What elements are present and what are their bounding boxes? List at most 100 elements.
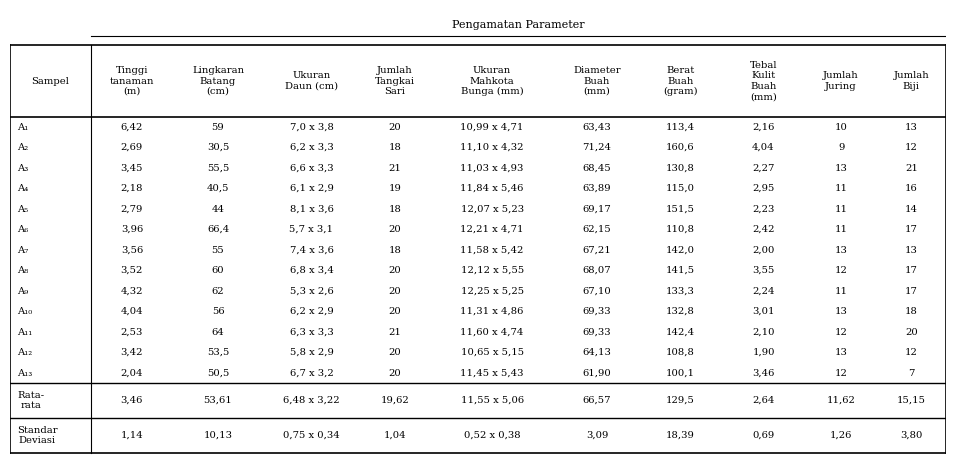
- Text: 50,5: 50,5: [206, 369, 229, 377]
- Text: Lingkaran
Batang
(cm): Lingkaran Batang (cm): [192, 66, 244, 96]
- Text: Tebal
Kulit
Buah
(mm): Tebal Kulit Buah (mm): [750, 61, 777, 101]
- Text: 3,45: 3,45: [120, 164, 143, 173]
- Text: 11: 11: [835, 205, 848, 213]
- Text: Jumlah
Biji: Jumlah Biji: [894, 72, 929, 91]
- Text: 30,5: 30,5: [206, 143, 229, 152]
- Text: 55,5: 55,5: [206, 164, 229, 173]
- Text: 12: 12: [835, 328, 848, 336]
- Text: 12,07 x 5,23: 12,07 x 5,23: [461, 205, 524, 213]
- Text: 100,1: 100,1: [665, 369, 695, 377]
- Text: 11: 11: [835, 225, 848, 234]
- Text: 2,23: 2,23: [752, 205, 774, 213]
- Text: 15,15: 15,15: [897, 396, 925, 405]
- Text: 63,43: 63,43: [582, 122, 611, 132]
- Text: 40,5: 40,5: [206, 184, 229, 193]
- Text: 1,26: 1,26: [830, 431, 852, 440]
- Text: 11,62: 11,62: [827, 396, 856, 405]
- Text: 6,48 x 3,22: 6,48 x 3,22: [283, 396, 339, 405]
- Text: 3,09: 3,09: [586, 431, 608, 440]
- Text: Ukuran
Daun (cm): Ukuran Daun (cm): [285, 72, 338, 91]
- Text: 20: 20: [388, 348, 402, 357]
- Text: 20: 20: [388, 122, 402, 132]
- Text: 2,18: 2,18: [120, 184, 143, 193]
- Text: 2,95: 2,95: [752, 184, 774, 193]
- Text: 18,39: 18,39: [665, 431, 695, 440]
- Text: A₆: A₆: [17, 225, 29, 234]
- Text: 67,21: 67,21: [582, 246, 611, 255]
- Text: 13: 13: [835, 164, 848, 173]
- Text: 13: 13: [835, 307, 848, 316]
- Text: 1,14: 1,14: [120, 431, 143, 440]
- Text: 14: 14: [904, 205, 918, 213]
- Text: Sampel: Sampel: [32, 77, 69, 85]
- Text: 20: 20: [388, 369, 402, 377]
- Text: 53,61: 53,61: [204, 396, 232, 405]
- Text: 142,4: 142,4: [665, 328, 695, 336]
- Text: 53,5: 53,5: [206, 348, 229, 357]
- Text: 2,64: 2,64: [752, 396, 774, 405]
- Text: 5,8 x 2,9: 5,8 x 2,9: [290, 348, 334, 357]
- Text: 151,5: 151,5: [665, 205, 695, 213]
- Text: 12: 12: [905, 143, 918, 152]
- Text: 10,65 x 5,15: 10,65 x 5,15: [461, 348, 524, 357]
- Text: 3,46: 3,46: [752, 369, 774, 377]
- Text: 142,0: 142,0: [665, 246, 695, 255]
- Text: 6,2 x 3,3: 6,2 x 3,3: [290, 143, 334, 152]
- Text: 12,12 x 5,55: 12,12 x 5,55: [461, 266, 524, 275]
- Text: 13: 13: [835, 246, 848, 255]
- Text: Rata-
rata: Rata- rata: [17, 391, 44, 410]
- Text: 60: 60: [211, 266, 225, 275]
- Text: 62: 62: [211, 286, 225, 296]
- Text: 12: 12: [835, 266, 848, 275]
- Text: 18: 18: [905, 307, 918, 316]
- Text: 12,21 x 4,71: 12,21 x 4,71: [461, 225, 524, 234]
- Text: 18: 18: [388, 246, 402, 255]
- Text: 11,45 x 5,43: 11,45 x 5,43: [461, 369, 524, 377]
- Text: Berat
Buah
(gram): Berat Buah (gram): [663, 66, 698, 96]
- Text: 71,24: 71,24: [582, 143, 612, 152]
- Text: 11,03 x 4,93: 11,03 x 4,93: [461, 164, 524, 173]
- Text: 13: 13: [905, 246, 918, 255]
- Text: 0,75 x 0,34: 0,75 x 0,34: [283, 431, 339, 440]
- Text: 2,79: 2,79: [120, 205, 143, 213]
- Text: 160,6: 160,6: [666, 143, 694, 152]
- Text: 66,57: 66,57: [583, 396, 611, 405]
- Text: 133,3: 133,3: [665, 286, 695, 296]
- Text: 6,7 x 3,2: 6,7 x 3,2: [290, 369, 334, 377]
- Text: 5,7 x 3,1: 5,7 x 3,1: [290, 225, 334, 234]
- Text: 3,01: 3,01: [752, 307, 774, 316]
- Text: 6,42: 6,42: [120, 122, 143, 132]
- Text: 6,6 x 3,3: 6,6 x 3,3: [290, 164, 334, 173]
- Text: 110,8: 110,8: [665, 225, 695, 234]
- Text: 4,04: 4,04: [752, 143, 774, 152]
- Text: 130,8: 130,8: [665, 164, 695, 173]
- Text: 21: 21: [388, 164, 402, 173]
- Text: 18: 18: [388, 205, 402, 213]
- Text: 66,4: 66,4: [206, 225, 229, 234]
- Text: A₄: A₄: [17, 184, 29, 193]
- Text: 141,5: 141,5: [665, 266, 695, 275]
- Text: 3,96: 3,96: [120, 225, 143, 234]
- Text: 17: 17: [905, 225, 918, 234]
- Text: 56: 56: [211, 307, 225, 316]
- Text: 67,10: 67,10: [582, 286, 611, 296]
- Text: 2,27: 2,27: [752, 164, 774, 173]
- Text: A₁₁: A₁₁: [17, 328, 33, 336]
- Text: 3,55: 3,55: [752, 266, 774, 275]
- Text: 63,89: 63,89: [582, 184, 611, 193]
- Text: 11,60 x 4,74: 11,60 x 4,74: [461, 328, 524, 336]
- Text: 11,31 x 4,86: 11,31 x 4,86: [461, 307, 524, 316]
- Text: 16: 16: [905, 184, 918, 193]
- Text: 55: 55: [211, 246, 225, 255]
- Text: A₁: A₁: [17, 122, 29, 132]
- Text: 64: 64: [211, 328, 225, 336]
- Text: 12,25 x 5,25: 12,25 x 5,25: [461, 286, 524, 296]
- Text: A₂: A₂: [17, 143, 29, 152]
- Text: 12: 12: [905, 348, 918, 357]
- Text: Tinggi
tanaman
(m): Tinggi tanaman (m): [110, 66, 154, 96]
- Text: 10,99 x 4,71: 10,99 x 4,71: [461, 122, 524, 132]
- Text: 20: 20: [388, 307, 402, 316]
- Text: 7,0 x 3,8: 7,0 x 3,8: [290, 122, 334, 132]
- Text: 8,1 x 3,6: 8,1 x 3,6: [290, 205, 334, 213]
- Text: 1,90: 1,90: [752, 348, 774, 357]
